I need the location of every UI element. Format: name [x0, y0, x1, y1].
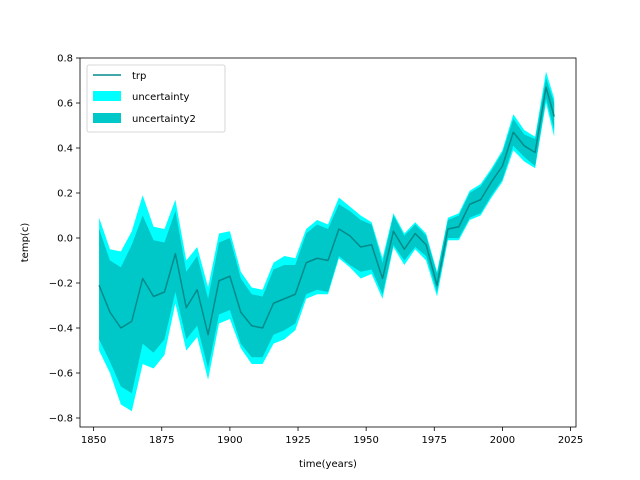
plot-area [98, 71, 555, 412]
legend: trp uncertainty uncertainty2 [86, 64, 226, 133]
axes-frame [79, 57, 577, 428]
y-tick-label: −0.8 [49, 414, 73, 425]
y-tick-label: 0.4 [57, 144, 73, 155]
legend-label-trp: trp [132, 71, 146, 82]
y-tick-label: −0.2 [49, 279, 73, 290]
x-tick-label: 2000 [490, 435, 515, 446]
y-tick-label: 0.2 [57, 189, 73, 200]
y-tick-label: −0.6 [49, 369, 73, 380]
x-tick-label: 1950 [353, 435, 378, 446]
legend-box [86, 64, 226, 133]
legend-label-uncertainty: uncertainty [132, 92, 190, 103]
y-tick-label: −0.4 [49, 324, 73, 335]
x-tick-label: 1850 [81, 435, 106, 446]
y-tick-label: 0.6 [57, 99, 73, 110]
series-line-trp [98, 86, 555, 336]
legend-label-uncertainty2: uncertainty2 [132, 114, 196, 125]
y-tick-label: 0.8 [57, 54, 73, 65]
y-axis-label: temp(c) [20, 223, 31, 263]
legend-swatch-uncertainty2 [93, 113, 121, 123]
x-axis-label: time(years) [299, 459, 357, 470]
x-tick-label: 1875 [149, 435, 174, 446]
x-tick-label: 1900 [217, 435, 242, 446]
y-tick-label: 0.0 [57, 234, 73, 245]
x-tick-label: 1925 [285, 435, 310, 446]
x-tick-label: 1975 [422, 435, 447, 446]
x-tick-label: 2025 [558, 435, 583, 446]
legend-swatch-uncertainty [93, 91, 121, 101]
x-axis: 1850 1875 1900 1925 1950 1975 2000 2025 [81, 427, 583, 446]
series-lines [98, 86, 555, 336]
y-axis: −0.8 −0.6 −0.4 −0.2 0.0 0.2 0.4 0.6 0.8 [49, 54, 80, 425]
